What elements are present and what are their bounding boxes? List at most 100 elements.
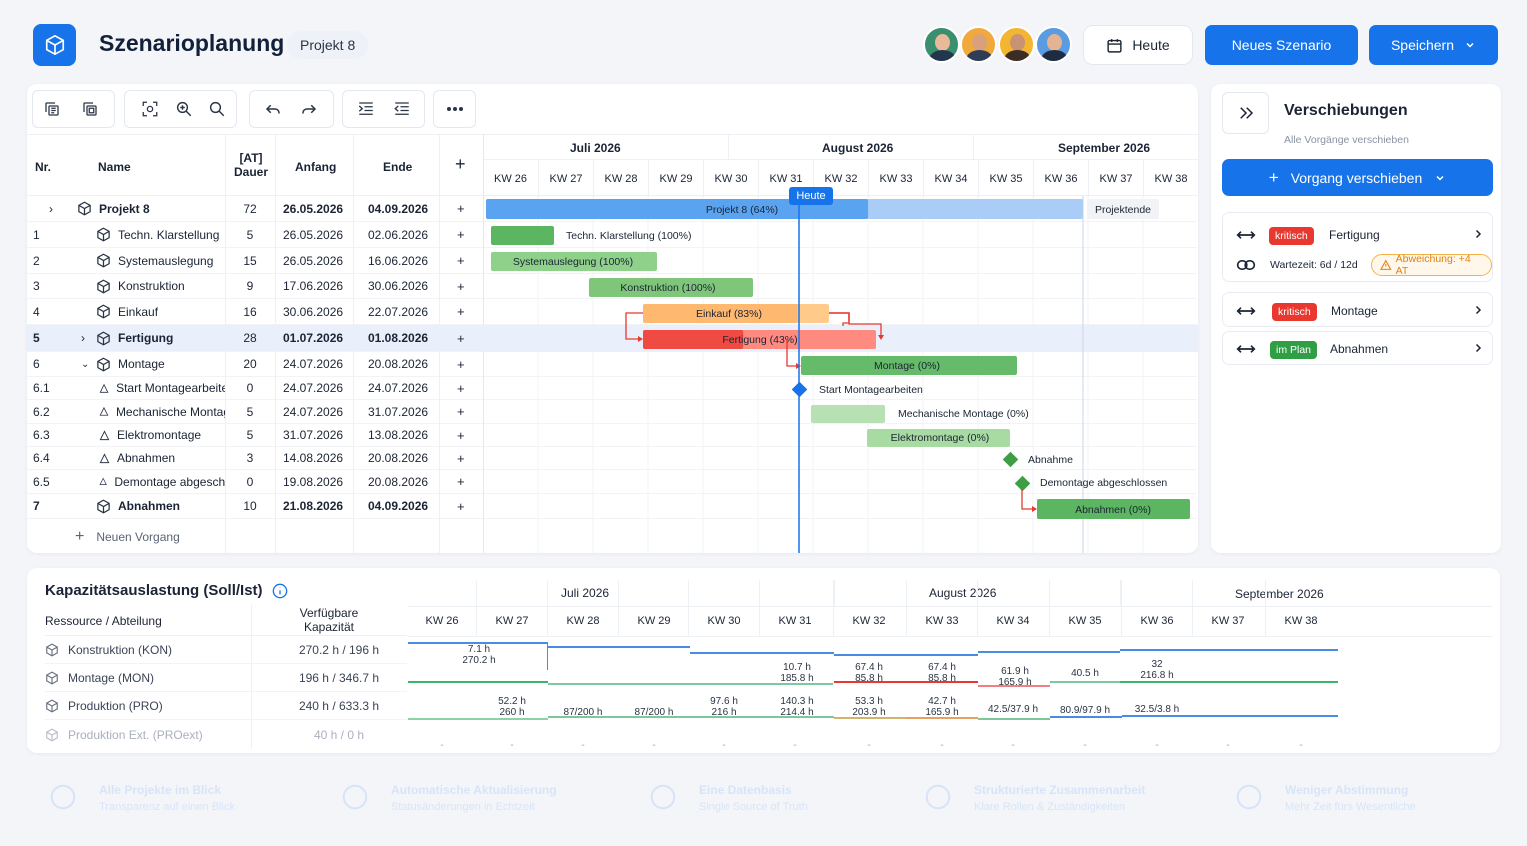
- indent-icon[interactable]: [354, 97, 378, 121]
- shift-item[interactable]: kritisch Montage: [1222, 292, 1493, 327]
- table-row[interactable]: › Projekt 8 72 26.05.2026 04.09.2026 +: [27, 196, 1197, 222]
- add-subtask-button[interactable]: +: [457, 227, 465, 242]
- add-subtask-button[interactable]: +: [457, 380, 465, 396]
- shift-item[interactable]: im Plan Abnahmen: [1222, 331, 1493, 365]
- today-button[interactable]: Heute: [1083, 25, 1193, 65]
- dependency-arrow: [1021, 489, 1035, 510]
- status-badge: im Plan: [1270, 341, 1318, 359]
- row-start: 26.05.2026: [283, 227, 344, 242]
- table-row[interactable]: 6.4 Abnahmen 3 14.08.2026 20.08.2026 +: [27, 447, 1197, 470]
- subtask-icon: [99, 383, 109, 393]
- copy-icon[interactable]: [40, 97, 64, 121]
- add-subtask-button[interactable]: +: [457, 498, 465, 514]
- row-end: 16.06.2026: [368, 253, 429, 268]
- zoom-out-icon[interactable]: [205, 97, 229, 121]
- week-label: KW 31: [778, 615, 812, 627]
- capacity-line: [834, 654, 978, 656]
- row-end: 20.08.2026: [368, 451, 429, 465]
- avatar-group[interactable]: [923, 26, 1073, 64]
- table-header: Nr. Name [AT] Dauer Anfang Ende +: [27, 134, 483, 196]
- avatar[interactable]: [960, 26, 997, 63]
- capacity-row[interactable]: Montage (MON) 196 h / 346.7 h: [45, 664, 407, 692]
- gantt-header: Juli 2026 August 2026 September 2026 KW …: [483, 134, 1198, 197]
- capacity-row[interactable]: Produktion (PRO) 240 h / 633.3 h: [45, 692, 407, 720]
- table-row[interactable]: 6.5 Demontage abgeschlossen 0 19.08.2026…: [27, 470, 1197, 494]
- move-task-button[interactable]: + Vorgang verschieben: [1222, 159, 1493, 196]
- add-column-button[interactable]: +: [455, 154, 466, 174]
- milestone-diamond: [1002, 451, 1019, 468]
- table-row[interactable]: 6 ⌄ Montage 20 24.07.2026 20.08.2026 +: [27, 352, 1197, 377]
- add-subtask-button[interactable]: +: [457, 330, 465, 346]
- row-nr: 6.2: [33, 404, 50, 419]
- week-row: KW 26 KW 27 KW 28 KW 29 KW 30 KW 31 KW 32 KW 33…: [483, 160, 1198, 197]
- add-subtask-button[interactable]: +: [457, 201, 465, 216]
- outdent-icon[interactable]: [390, 97, 414, 121]
- row-end: 04.09.2026: [368, 499, 429, 513]
- table-row[interactable]: 2 Systemauslegung 15 26.05.2026 16.06.20…: [27, 248, 1197, 274]
- capacity-row[interactable]: Konstruktion (KON) 270.2 h / 196 h: [45, 636, 407, 664]
- bar-label: Start Montagearbeiten: [819, 384, 923, 396]
- capacity-line: [408, 681, 548, 683]
- zoom-in-icon[interactable]: [172, 97, 196, 121]
- save-button[interactable]: Speichern: [1369, 25, 1498, 65]
- capacity-row[interactable]: Produktion Ext. (PROext) 40 h / 0 h: [45, 721, 407, 749]
- week-label: KW 34: [923, 160, 978, 197]
- cube-icon: [97, 227, 110, 242]
- week-label: KW 28: [593, 160, 648, 197]
- capacity-line: [834, 717, 906, 719]
- bar-label: Einkauf (83%): [696, 308, 762, 320]
- expand-icon[interactable]: ›: [49, 201, 53, 216]
- table-row[interactable]: 1 Techn. Klarstellung 5 26.05.2026 02.06…: [27, 222, 1197, 248]
- row-end: 02.06.2026: [368, 227, 429, 242]
- chevron-right-icon: [1475, 305, 1482, 315]
- new-scenario-button[interactable]: Neues Szenario: [1205, 25, 1358, 65]
- add-subtask-button[interactable]: +: [457, 356, 465, 372]
- app-logo[interactable]: [33, 24, 76, 66]
- add-subtask-button[interactable]: +: [457, 450, 465, 466]
- table-row[interactable]: 7 Abnahmen 10 21.08.2026 04.09.2026 +: [27, 494, 1197, 519]
- capacity-value: 67.4 h 85.8 h: [928, 662, 956, 684]
- paste-icon[interactable]: [78, 97, 102, 121]
- expand-icon[interactable]: ›: [81, 331, 85, 345]
- add-subtask-button[interactable]: +: [457, 253, 465, 268]
- week-label: KW 30: [703, 160, 758, 197]
- capacity-value: 140.3 h 214.4 h: [780, 696, 814, 718]
- avatar[interactable]: [998, 26, 1035, 63]
- collapse-panel-button[interactable]: [1222, 92, 1269, 134]
- row-duration: 28: [243, 331, 257, 345]
- capacity-value: -: [1299, 740, 1303, 751]
- toolbar: [27, 84, 1198, 134]
- avatar[interactable]: [923, 26, 960, 63]
- shift-item[interactable]: kritisch Fertigung Wartezeit: 6d / 12d A…: [1222, 212, 1493, 282]
- table-row[interactable]: 6.3 Elektromontage 5 31.07.2026 13.08.20…: [27, 424, 1197, 447]
- add-subtask-button[interactable]: +: [457, 404, 465, 419]
- project-chip[interactable]: Projekt 8: [287, 31, 369, 59]
- table-row[interactable]: 6.2 Mechanische Montage 5 24.07.2026 31.…: [27, 400, 1197, 424]
- undo-icon[interactable]: [261, 97, 285, 121]
- feature-item: Automatische Aktualisierung Statusänderu…: [340, 780, 600, 824]
- avatar[interactable]: [1035, 26, 1072, 63]
- table-row[interactable]: 6.1 Start Montagearbeiten 0 24.07.2026 2…: [27, 377, 1197, 400]
- add-subtask-button[interactable]: +: [457, 427, 465, 443]
- table-row[interactable]: 4 Einkauf 16 30.06.2026 22.07.2026 +: [27, 299, 1197, 325]
- add-subtask-button[interactable]: +: [457, 278, 465, 294]
- capacity-line: [1050, 681, 1120, 683]
- collapse-icon[interactable]: ⌄: [81, 358, 90, 370]
- add-subtask-button[interactable]: +: [457, 474, 465, 489]
- capacity-value: 52.2 h 260 h: [498, 696, 526, 718]
- new-task-link[interactable]: + Neuen Vorgang: [75, 528, 180, 545]
- task-progress: [643, 330, 744, 349]
- table-row[interactable]: 3 Konstruktion 9 17.06.2026 30.06.2026 +: [27, 274, 1197, 299]
- info-icon[interactable]: [272, 583, 288, 599]
- capacity-line: [548, 683, 833, 685]
- capacity-value: 42.7 h 165.9 h: [925, 696, 959, 718]
- row-duration: 5: [246, 404, 254, 419]
- redo-icon[interactable]: [297, 97, 321, 121]
- add-subtask-button[interactable]: +: [457, 304, 465, 319]
- fit-screen-icon[interactable]: [138, 97, 162, 121]
- capacity-value: 40.5 h: [1071, 668, 1099, 679]
- more-button[interactable]: [433, 90, 476, 128]
- capacity-line: [690, 652, 834, 654]
- week-label: KW 27: [538, 160, 593, 197]
- week-label: KW 34: [996, 615, 1030, 627]
